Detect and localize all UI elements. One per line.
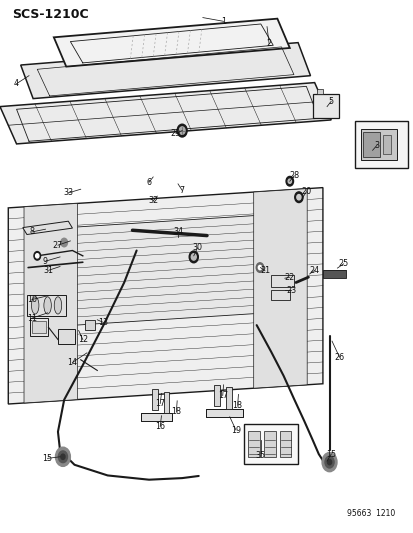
Text: 3: 3 — [373, 141, 378, 150]
Text: 26: 26 — [334, 353, 344, 361]
Bar — [322, 270, 345, 278]
Circle shape — [285, 176, 293, 186]
Polygon shape — [21, 43, 310, 99]
Polygon shape — [8, 188, 322, 404]
Text: 2: 2 — [266, 39, 271, 48]
Circle shape — [55, 447, 70, 466]
Circle shape — [324, 456, 333, 468]
Bar — [85, 320, 95, 330]
Text: 12: 12 — [78, 335, 88, 344]
Text: 95663  1210: 95663 1210 — [346, 509, 394, 518]
Text: 21: 21 — [259, 266, 269, 275]
Bar — [225, 387, 231, 409]
Bar — [27, 295, 66, 316]
Text: 27: 27 — [53, 241, 63, 249]
Ellipse shape — [44, 297, 51, 314]
Text: 17: 17 — [155, 399, 165, 408]
Text: 20: 20 — [301, 188, 311, 196]
Circle shape — [321, 453, 336, 472]
Bar — [140, 413, 171, 421]
Text: 13: 13 — [98, 318, 108, 327]
Bar — [30, 318, 48, 336]
Bar — [214, 385, 220, 406]
Bar — [312, 94, 339, 118]
Text: 19: 19 — [230, 426, 240, 434]
Text: 14: 14 — [67, 358, 77, 367]
Text: 15: 15 — [325, 450, 335, 458]
Bar — [271, 290, 289, 300]
Ellipse shape — [54, 297, 62, 314]
Text: 9: 9 — [43, 257, 48, 265]
Text: 22: 22 — [284, 273, 294, 281]
Bar — [248, 431, 259, 457]
Text: 11: 11 — [27, 314, 37, 322]
Circle shape — [177, 124, 187, 137]
Circle shape — [34, 252, 40, 260]
Text: 16: 16 — [155, 422, 165, 431]
Text: 15: 15 — [43, 454, 52, 463]
Bar — [58, 329, 74, 344]
Text: 34: 34 — [173, 228, 183, 236]
Bar — [382, 135, 390, 154]
Bar — [360, 129, 396, 160]
Text: 35: 35 — [255, 451, 265, 460]
Polygon shape — [253, 189, 306, 388]
Polygon shape — [27, 212, 303, 328]
Polygon shape — [54, 19, 289, 67]
Ellipse shape — [31, 297, 39, 314]
Circle shape — [256, 263, 263, 272]
Text: 32: 32 — [148, 197, 158, 205]
Circle shape — [189, 251, 198, 263]
Bar — [316, 89, 322, 94]
Bar — [363, 132, 379, 157]
Text: SCS-1210C: SCS-1210C — [12, 8, 89, 21]
Text: 29: 29 — [171, 129, 180, 138]
Bar — [279, 431, 291, 457]
Circle shape — [296, 195, 300, 200]
Text: 1: 1 — [221, 17, 225, 26]
Circle shape — [287, 179, 291, 183]
Text: 24: 24 — [309, 266, 319, 274]
Bar — [152, 389, 158, 410]
Text: 30: 30 — [192, 244, 202, 252]
Circle shape — [327, 459, 331, 465]
Text: 18: 18 — [171, 407, 181, 416]
Bar — [206, 409, 243, 417]
Circle shape — [191, 254, 196, 260]
Text: 4: 4 — [14, 79, 19, 88]
Text: 23: 23 — [285, 286, 295, 295]
Circle shape — [294, 192, 302, 203]
Circle shape — [36, 254, 39, 258]
Polygon shape — [24, 204, 77, 403]
Bar — [263, 431, 275, 457]
Circle shape — [58, 451, 67, 463]
Text: 6: 6 — [146, 178, 151, 187]
Circle shape — [61, 454, 65, 459]
Circle shape — [61, 238, 67, 247]
Text: 10: 10 — [27, 295, 37, 304]
Polygon shape — [23, 221, 72, 235]
Circle shape — [179, 127, 185, 134]
Bar — [32, 321, 46, 333]
Bar — [244, 424, 297, 464]
Polygon shape — [0, 83, 330, 144]
Circle shape — [258, 265, 261, 270]
Text: 33: 33 — [63, 189, 73, 197]
Text: 25: 25 — [338, 260, 348, 268]
Text: 18: 18 — [232, 401, 242, 409]
Text: 7: 7 — [179, 186, 184, 195]
Bar — [271, 275, 293, 287]
Text: 17: 17 — [217, 391, 227, 400]
Bar — [163, 392, 169, 413]
Bar — [354, 121, 407, 168]
Text: 31: 31 — [44, 266, 54, 274]
Text: 5: 5 — [328, 97, 333, 106]
Text: 28: 28 — [288, 172, 298, 180]
Text: 8: 8 — [30, 228, 35, 236]
